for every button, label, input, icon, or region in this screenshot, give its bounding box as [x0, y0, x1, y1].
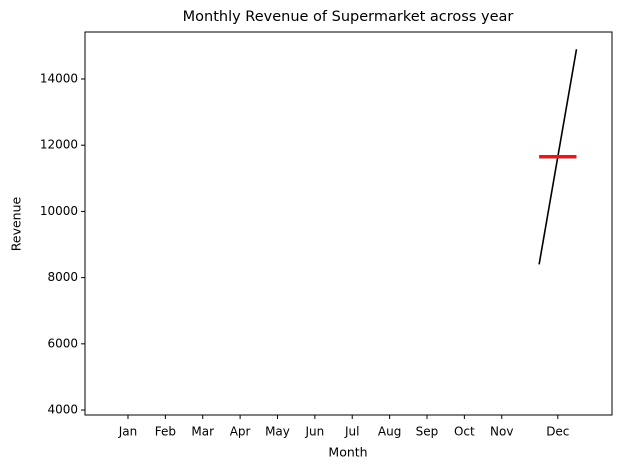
x-tick-label: Nov: [490, 425, 513, 439]
plot-frame: [84, 31, 613, 416]
x-tick-label: Apr: [230, 425, 251, 439]
x-tick-label: Sep: [416, 425, 439, 439]
y-tick-label: 12000: [40, 138, 78, 152]
x-tick-label: May: [265, 425, 290, 439]
x-tick-label: Feb: [155, 425, 176, 439]
y-tick-label: 4000: [47, 403, 78, 417]
x-tick-label: Dec: [546, 425, 569, 439]
y-tick-label: 10000: [40, 204, 78, 218]
x-tick-label: Jul: [344, 425, 359, 439]
x-axis-label: Month: [328, 445, 367, 460]
y-tick-label: 8000: [47, 270, 78, 284]
y-tick-label: 6000: [47, 336, 78, 350]
y-axis-label: Revenue: [9, 196, 24, 251]
x-tick-label: Oct: [454, 425, 475, 439]
x-tick-label: Jun: [304, 425, 324, 439]
x-tick-label: Jan: [118, 425, 138, 439]
y-tick-label: 14000: [40, 72, 78, 86]
chart-title: Monthly Revenue of Supermarket across ye…: [183, 9, 514, 25]
x-tick-label: Aug: [378, 425, 401, 439]
x-tick-label: Mar: [191, 425, 214, 439]
